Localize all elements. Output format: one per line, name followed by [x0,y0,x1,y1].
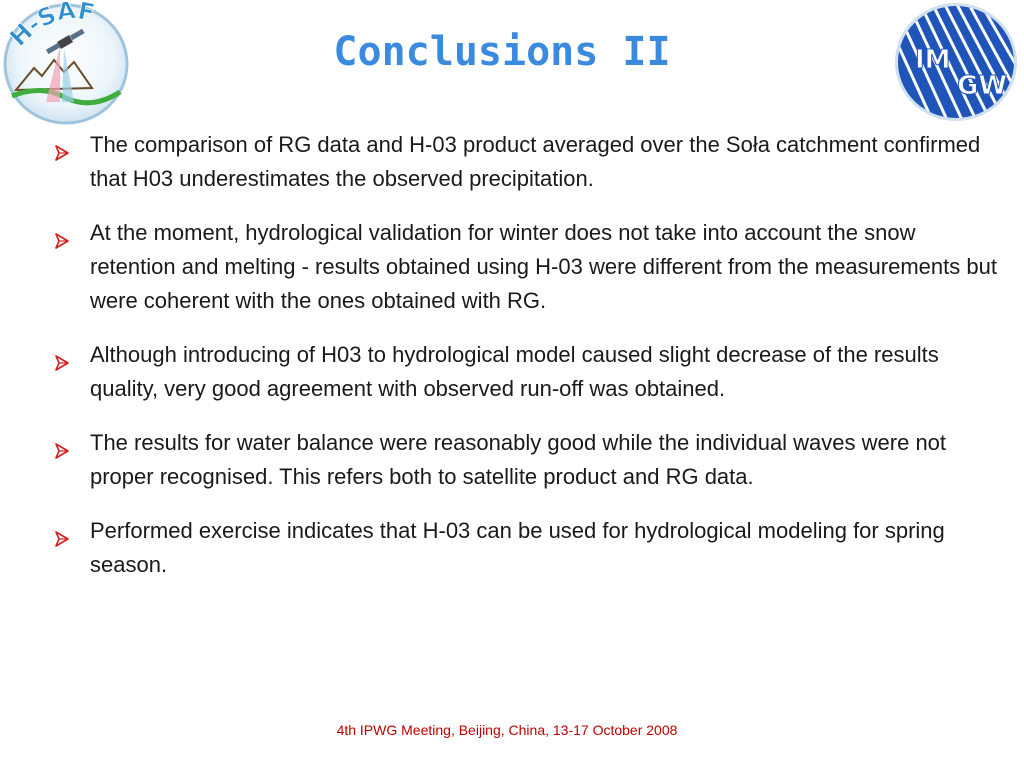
arrow-bullet-icon [54,225,70,249]
svg-text:GW: GW [957,71,1007,101]
bullet-item: Performed exercise indicates that H-03 c… [54,514,999,582]
arrow-bullet-icon [54,523,70,547]
arrow-bullet-icon [54,137,70,161]
slide-title: Conclusions II [333,29,671,75]
arrow-bullet-icon [54,435,70,459]
h-saf-logo: H-SAF [2,0,130,126]
svg-text:IM: IM [915,45,951,75]
bullet-text: The results for water balance were reaso… [90,430,947,489]
arrow-bullet-icon [54,347,70,371]
bullet-item: The results for water balance were reaso… [54,426,999,494]
bullet-item: The comparison of RG data and H-03 produ… [54,128,999,196]
bullet-text: Although introducing of H03 to hydrologi… [90,342,939,401]
bullet-text: The comparison of RG data and H-03 produ… [90,132,981,191]
bullet-item: At the moment, hydrological validation f… [54,216,999,318]
bullet-text: Performed exercise indicates that H-03 c… [90,518,945,577]
slide-footer: 4th IPWG Meeting, Beijing, China, 13-17 … [336,722,678,738]
bullet-list: The comparison of RG data and H-03 produ… [54,128,999,602]
bullet-item: Although introducing of H03 to hydrologi… [54,338,999,406]
bullet-text: At the moment, hydrological validation f… [90,220,997,313]
imgw-logo: IM GW [893,2,1019,122]
